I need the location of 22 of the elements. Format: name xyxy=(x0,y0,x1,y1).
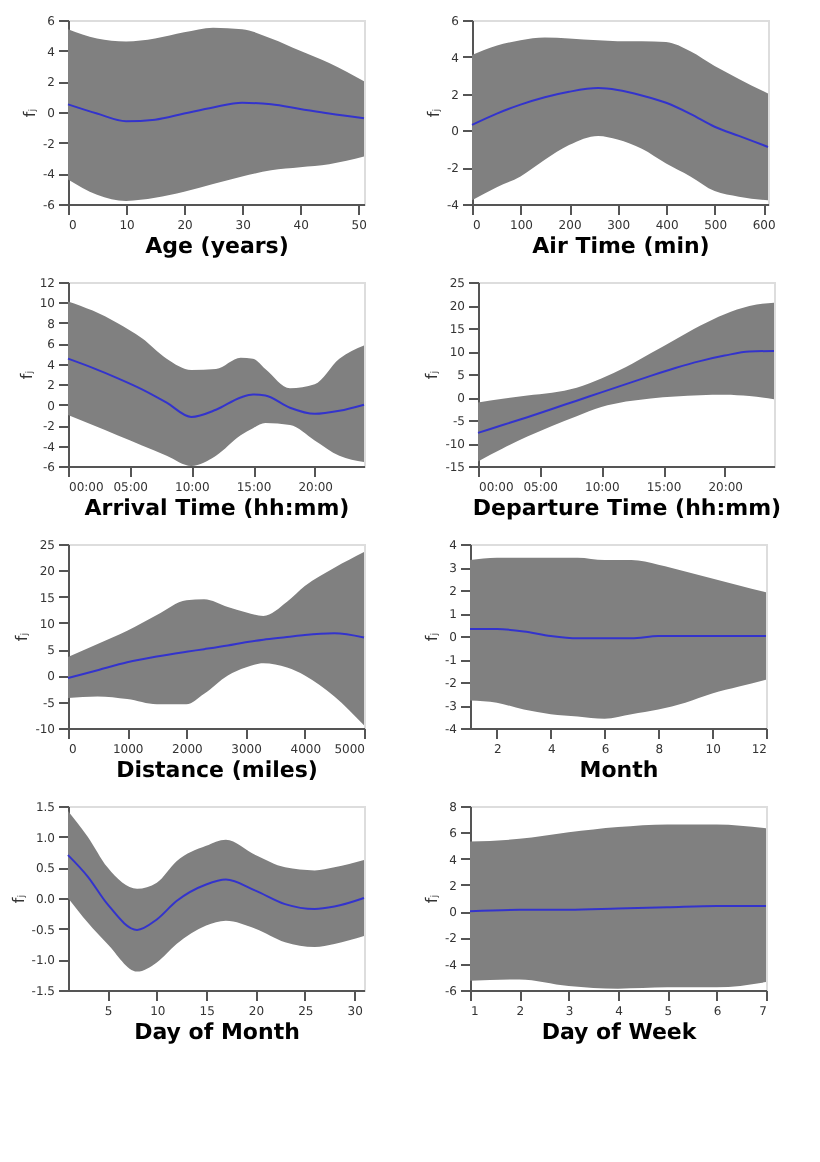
line-series xyxy=(67,854,365,931)
x-axis-title: Distance (miles) xyxy=(116,757,318,783)
y-axis-title: fⱼ xyxy=(425,108,444,118)
line-series xyxy=(67,357,365,418)
y-axis-title: fⱼ xyxy=(423,894,442,904)
y-axis-title: fⱼ xyxy=(9,894,28,904)
x-axis-title: Departure Time (hh:mm) xyxy=(472,495,782,521)
line-series xyxy=(67,101,365,123)
y-axis-title: fⱼ xyxy=(423,632,442,642)
y-axis-title: fⱼ xyxy=(13,632,32,642)
x-axis-title: Month xyxy=(579,757,659,783)
y-axis-title: fⱼ xyxy=(423,370,442,380)
x-axis-title: Day of Month xyxy=(134,1019,300,1045)
line-series xyxy=(477,350,775,434)
x-axis-title: Day of Week xyxy=(541,1019,698,1045)
line-series xyxy=(471,87,769,148)
line-series xyxy=(67,632,365,680)
x-axis-title: Age (years) xyxy=(145,233,289,259)
x-axis-title: Arrival Time (hh:mm) xyxy=(84,495,350,521)
y-axis-title: fⱼ xyxy=(17,370,36,380)
x-axis-title: Air Time (min) xyxy=(532,233,710,259)
y-axis-title: fⱼ xyxy=(21,108,40,118)
